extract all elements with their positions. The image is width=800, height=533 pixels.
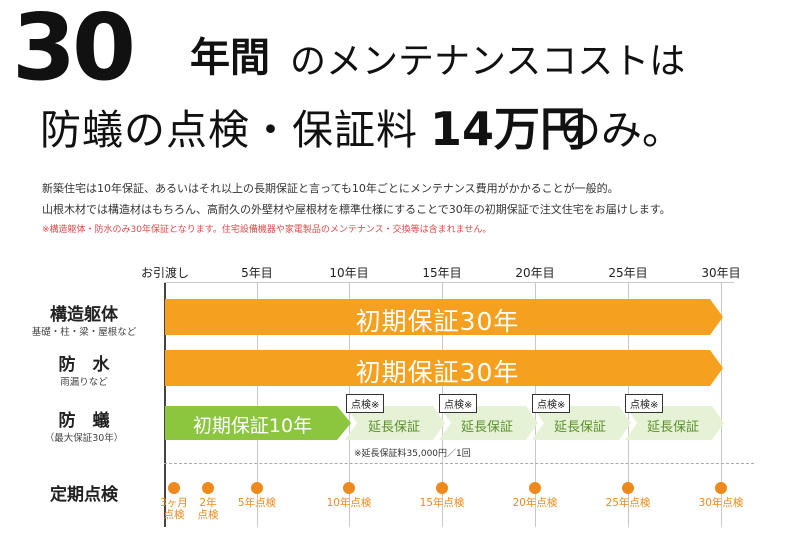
ext-chevron-2 bbox=[439, 406, 538, 440]
bar-termite-group bbox=[165, 406, 724, 440]
row-title-structure: 構造躯体 bbox=[50, 305, 118, 325]
body-line-1: 新築住宅は10年保証、あるいはそれ以上の長期保証と言っても10年ごとにメンテナン… bbox=[42, 182, 619, 195]
insp-label-25y: 25年点検 bbox=[605, 497, 651, 509]
ext-label-1: 延長保証 bbox=[368, 420, 421, 435]
inspection-tag-15: 点検※ bbox=[439, 394, 478, 413]
grid-line-30 bbox=[721, 282, 722, 527]
inspection-tag-20: 点検※ bbox=[532, 394, 571, 413]
dot-20y bbox=[529, 482, 541, 494]
insp-label-30y: 30年点検 bbox=[698, 497, 744, 509]
row-sub-termite: （最大保証30年） bbox=[44, 433, 124, 444]
dot-15y bbox=[436, 482, 448, 494]
col-label-handover: お引渡し bbox=[140, 266, 189, 280]
insp-label-15y: 15年点検 bbox=[419, 497, 465, 509]
row-sub-structure: 基礎・柱・梁・屋根など bbox=[31, 327, 137, 338]
body-note: ※構造躯体・防水のみ30年保証となります。住宅設備機器や家電製品のメンテナンス・… bbox=[42, 225, 492, 235]
ext-chevron-3 bbox=[532, 406, 631, 440]
row-sub-waterproof: 雨漏りなど bbox=[60, 377, 108, 388]
dot-10y bbox=[343, 482, 355, 494]
top-rule bbox=[164, 282, 734, 283]
col-label-5: 5年目 bbox=[241, 266, 273, 280]
dot-25y bbox=[622, 482, 634, 494]
row-title-periodic: 定期点検 bbox=[50, 485, 118, 505]
ext-label-4: 延長保証 bbox=[647, 420, 700, 435]
col-label-25: 25年目 bbox=[608, 266, 648, 280]
axis-line bbox=[164, 282, 166, 527]
headline-line2-c: のみ。 bbox=[560, 106, 683, 154]
dot-2y bbox=[202, 482, 214, 494]
fee-note: ※延長保証料35,000円／1回 bbox=[354, 449, 471, 459]
headline-line2-price: 14万円 bbox=[430, 102, 587, 156]
bar-termite-label: 初期保証10年 bbox=[192, 415, 313, 437]
grid-line-5 bbox=[257, 282, 258, 527]
insp-label-20y: 20年点検 bbox=[512, 497, 558, 509]
col-label-15: 15年目 bbox=[422, 266, 462, 280]
initial-10-bar bbox=[165, 406, 351, 440]
headline-line2-a: 防蟻の点検・保証料 bbox=[40, 106, 418, 154]
row-title-waterproof: 防 水 bbox=[58, 355, 110, 375]
bar-structure bbox=[165, 299, 723, 335]
insp-label-2y: 2年 点検 bbox=[197, 497, 219, 522]
bar-waterproof bbox=[165, 350, 723, 386]
insp-label-5y: 5年点検 bbox=[237, 497, 277, 509]
row-title-termite: 防 蟻 bbox=[58, 411, 110, 431]
dashed-separator bbox=[164, 463, 754, 464]
col-label-10: 10年目 bbox=[329, 266, 369, 280]
insp-label-3m: 3ヶ月 点検 bbox=[160, 497, 188, 522]
inspection-tag-25: 点検※ bbox=[625, 394, 664, 413]
headline-line1-rest: のメンテナンスコストは bbox=[290, 41, 686, 82]
col-label-30: 30年目 bbox=[701, 266, 741, 280]
bar-structure-label: 初期保証30年 bbox=[355, 307, 520, 336]
headline-year: 年間 bbox=[190, 35, 270, 81]
bar-waterproof-label: 初期保証30年 bbox=[355, 358, 520, 387]
insp-label-10y: 10年点検 bbox=[326, 497, 372, 509]
col-label-20: 20年目 bbox=[515, 266, 555, 280]
headline-number: 30 bbox=[12, 0, 136, 101]
ext-label-3: 延長保証 bbox=[554, 420, 607, 435]
inspection-tag-10: 点検※ bbox=[346, 394, 385, 413]
body-line-2: 山根木材では構造材はもちろん、高耐久の外壁材や屋根材を標準仕様にすることで30年… bbox=[42, 203, 671, 216]
ext-chevron-4 bbox=[625, 406, 724, 440]
dot-30y bbox=[715, 482, 727, 494]
dot-5y bbox=[251, 482, 263, 494]
dot-3m bbox=[168, 482, 180, 494]
ext-chevron-1 bbox=[345, 406, 445, 440]
ext-label-2: 延長保証 bbox=[461, 420, 514, 435]
